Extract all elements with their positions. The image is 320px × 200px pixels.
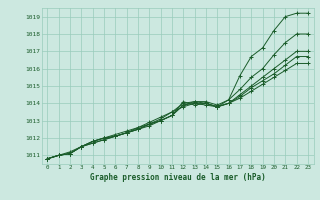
X-axis label: Graphe pression niveau de la mer (hPa): Graphe pression niveau de la mer (hPa) xyxy=(90,173,266,182)
